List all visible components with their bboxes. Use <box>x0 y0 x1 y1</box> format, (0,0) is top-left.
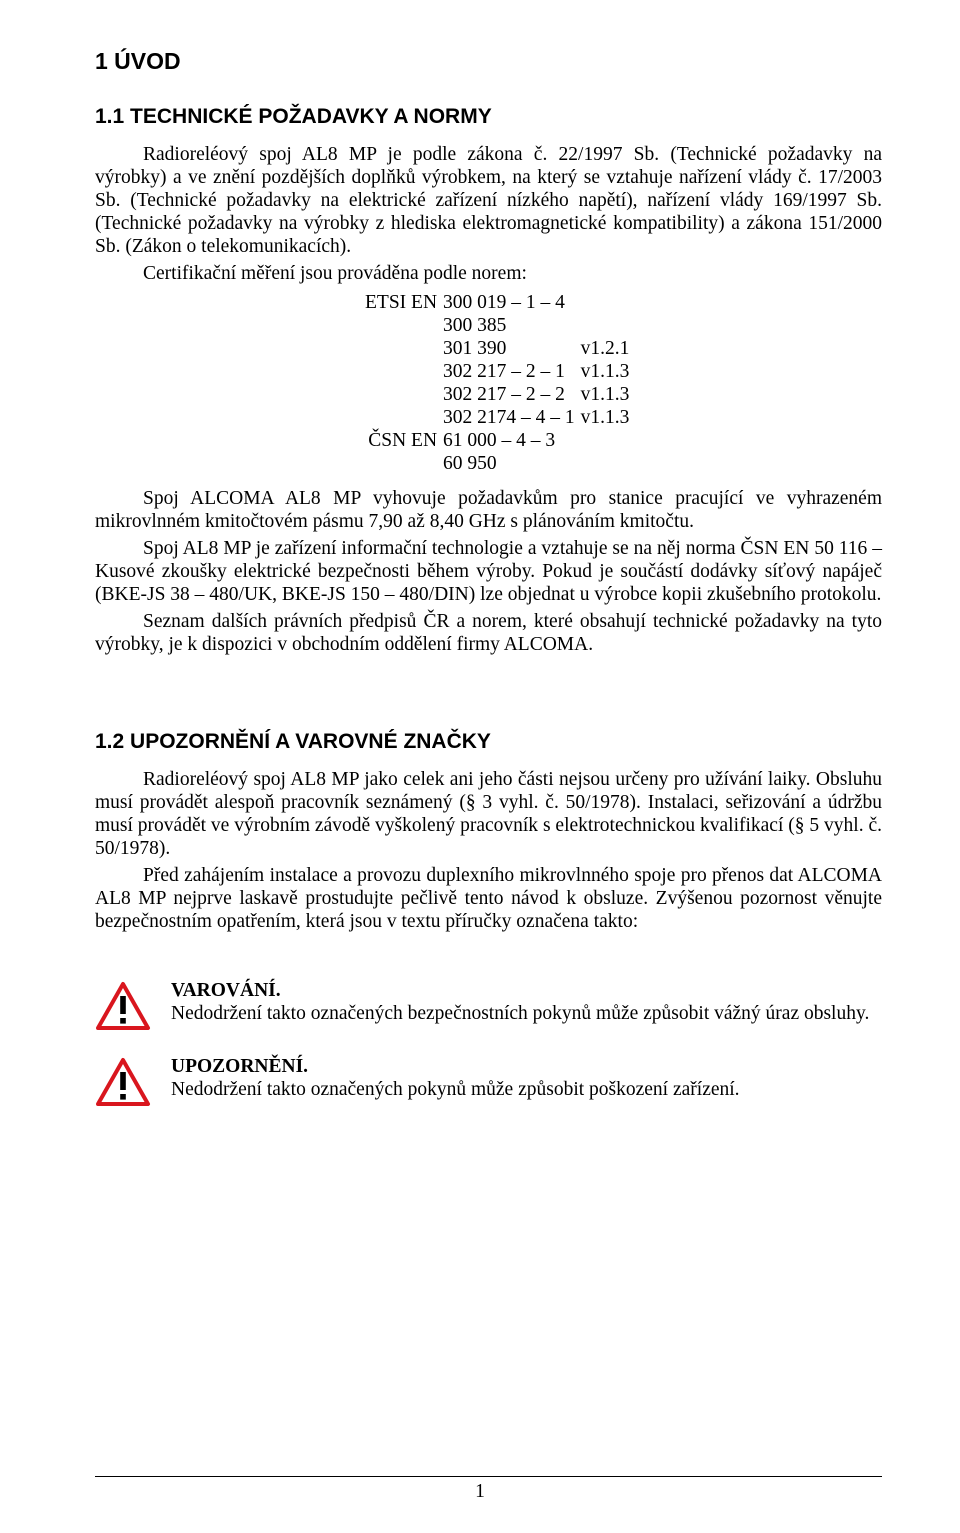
paragraph: Spoj AL8 MP je zařízení informační techn… <box>95 537 882 606</box>
norms-row: 300 385 <box>365 314 635 337</box>
norms-row: ETSI EN300 019 – 1 – 4 <box>365 291 635 314</box>
norms-row: 302 217 – 2 – 1v1.1.3 <box>365 360 635 383</box>
paragraph: Spoj ALCOMA AL8 MP vyhovuje požadavkům p… <box>95 487 882 533</box>
warning-title: VAROVÁNÍ. <box>171 980 281 1001</box>
norms-code: 300 019 – 1 – 4 <box>443 291 581 314</box>
paragraph: Certifikační měření jsou prováděna podle… <box>95 262 882 285</box>
footer-rule <box>95 1476 882 1477</box>
warning-body: Nedodržení takto označených bezpečnostní… <box>171 1003 869 1024</box>
norms-prefix <box>365 406 443 429</box>
norms-list: ETSI EN300 019 – 1 – 4300 385301 390v1.2… <box>95 291 882 475</box>
norms-version <box>581 452 636 475</box>
norms-version <box>581 314 636 337</box>
paragraph: Radioreléový spoj AL8 MP je podle zákona… <box>95 143 882 258</box>
norms-row: 302 2174 – 4 – 1v1.1.3 <box>365 406 635 429</box>
norms-version: v1.1.3 <box>581 406 636 429</box>
page-number: 1 <box>0 1481 960 1503</box>
norms-row: 60 950 <box>365 452 635 475</box>
paragraph: Radioreléový spoj AL8 MP jako celek ani … <box>95 768 882 860</box>
norms-prefix <box>365 360 443 383</box>
warning-icon <box>95 981 151 1031</box>
norms-code: 302 217 – 2 – 1 <box>443 360 581 383</box>
norms-code: 302 2174 – 4 – 1 <box>443 406 581 429</box>
paragraph: Před zahájením instalace a provozu duple… <box>95 864 882 933</box>
exclamation-dot <box>120 1094 126 1100</box>
caution-text: UPOZORNĚNÍ. Nedodržení takto označených … <box>171 1055 740 1101</box>
norms-prefix: ETSI EN <box>365 291 443 314</box>
norms-code: 302 217 – 2 – 2 <box>443 383 581 406</box>
norms-code: 60 950 <box>443 452 581 475</box>
exclamation-dot <box>120 1018 126 1024</box>
norms-prefix <box>365 452 443 475</box>
norms-prefix <box>365 314 443 337</box>
norms-code: 300 385 <box>443 314 581 337</box>
norms-version <box>581 291 636 314</box>
norms-version <box>581 429 636 452</box>
norms-code: 61 000 – 4 – 3 <box>443 429 581 452</box>
exclamation-bar <box>120 1072 126 1090</box>
exclamation-bar <box>120 996 126 1014</box>
caution-body: Nedodržení takto označených pokynů může … <box>171 1079 740 1100</box>
page: 1 ÚVOD 1.1 TECHNICKÉ POŽADAVKY A NORMY R… <box>0 0 960 1533</box>
norms-version: v1.1.3 <box>581 360 636 383</box>
norms-prefix <box>365 337 443 360</box>
caution-block: UPOZORNĚNÍ. Nedodržení takto označených … <box>95 1055 882 1107</box>
norms-row: ČSN EN61 000 – 4 – 3 <box>365 429 635 452</box>
norms-prefix: ČSN EN <box>365 429 443 452</box>
norms-row: 302 217 – 2 – 2v1.1.3 <box>365 383 635 406</box>
norms-prefix <box>365 383 443 406</box>
norms-version: v1.2.1 <box>581 337 636 360</box>
chapter-heading: 1 ÚVOD <box>95 48 882 75</box>
norms-version: v1.1.3 <box>581 383 636 406</box>
warning-text: VAROVÁNÍ. Nedodržení takto označených be… <box>171 979 869 1025</box>
norms-row: 301 390v1.2.1 <box>365 337 635 360</box>
norms-table: ETSI EN300 019 – 1 – 4300 385301 390v1.2… <box>365 291 635 475</box>
section-heading-1-2: 1.2 UPOZORNĚNÍ A VAROVNÉ ZNAČKY <box>95 730 882 754</box>
caution-title: UPOZORNĚNÍ. <box>171 1056 308 1077</box>
norms-code: 301 390 <box>443 337 581 360</box>
section-heading-1-1: 1.1 TECHNICKÉ POŽADAVKY A NORMY <box>95 105 882 129</box>
warning-block: VAROVÁNÍ. Nedodržení takto označených be… <box>95 979 882 1031</box>
paragraph: Seznam dalších právních předpisů ČR a no… <box>95 610 882 656</box>
warning-icon <box>95 1057 151 1107</box>
